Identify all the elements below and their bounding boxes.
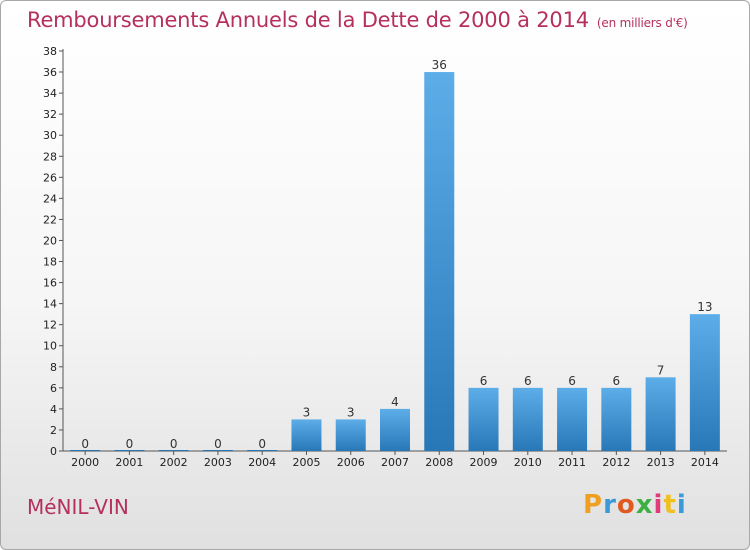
y-tick-label: 14 bbox=[43, 298, 57, 311]
y-tick-label: 24 bbox=[43, 192, 57, 205]
data-label-2010: 6 bbox=[524, 374, 532, 388]
x-tick-label: 2014 bbox=[691, 456, 719, 469]
x-tick-label: 2008 bbox=[425, 456, 453, 469]
logo-letter: P bbox=[583, 490, 604, 520]
x-tick-label: 2013 bbox=[647, 456, 675, 469]
data-label-2007: 4 bbox=[391, 395, 399, 409]
bar-2009 bbox=[468, 387, 499, 451]
data-label-2000: 0 bbox=[81, 437, 89, 451]
data-label-2013: 7 bbox=[657, 363, 665, 377]
logo-letter: i bbox=[676, 490, 687, 520]
data-label-2011: 6 bbox=[568, 374, 576, 388]
data-label-2009: 6 bbox=[480, 374, 488, 388]
x-tick-label: 2002 bbox=[160, 456, 188, 469]
x-tick-label: 2005 bbox=[292, 456, 320, 469]
data-label-2014: 13 bbox=[697, 300, 712, 314]
data-label-2005: 3 bbox=[303, 405, 311, 419]
x-tick-label: 2011 bbox=[558, 456, 586, 469]
chart-title: Remboursements Annuels de la Dette de 20… bbox=[27, 8, 688, 32]
logo-letter: r bbox=[603, 490, 617, 520]
x-tick-label: 2010 bbox=[514, 456, 542, 469]
bar-2007 bbox=[380, 408, 410, 451]
x-tick-label: 2000 bbox=[71, 456, 99, 469]
y-tick-label: 34 bbox=[43, 87, 57, 100]
y-tick-label: 12 bbox=[43, 319, 57, 332]
y-tick-label: 0 bbox=[50, 445, 57, 458]
bar-2010 bbox=[512, 387, 543, 451]
chart-title-text: Remboursements Annuels de la Dette de 20… bbox=[27, 8, 589, 32]
y-tick-label: 30 bbox=[43, 129, 57, 142]
bar-2003 bbox=[202, 450, 233, 451]
x-tick-label: 2003 bbox=[204, 456, 232, 469]
bar-2008 bbox=[424, 72, 455, 451]
logo-letter: x bbox=[635, 490, 654, 520]
chart-unit: (en milliers d'€) bbox=[596, 16, 688, 30]
y-tick-label: 32 bbox=[43, 108, 57, 121]
data-label-2001: 0 bbox=[126, 437, 134, 451]
data-label-2004: 0 bbox=[258, 437, 266, 451]
y-tick-label: 4 bbox=[50, 403, 57, 416]
x-tick-label: 2009 bbox=[470, 456, 498, 469]
y-tick-label: 20 bbox=[43, 234, 57, 247]
data-label-2012: 6 bbox=[613, 374, 621, 388]
data-label-2003: 0 bbox=[214, 437, 222, 451]
x-tick-label: 2006 bbox=[337, 456, 365, 469]
x-tick-label: 2007 bbox=[381, 456, 409, 469]
y-tick-label: 18 bbox=[43, 256, 57, 269]
y-tick-label: 8 bbox=[50, 361, 57, 374]
x-tick-label: 2004 bbox=[248, 456, 276, 469]
bar-2006 bbox=[335, 419, 366, 451]
bar-2001 bbox=[114, 450, 145, 451]
bar-2014 bbox=[689, 314, 720, 451]
y-tick-label: 26 bbox=[43, 171, 57, 184]
bar-2004 bbox=[247, 450, 278, 451]
bar-2012 bbox=[601, 387, 632, 451]
data-label-2008: 36 bbox=[432, 58, 447, 72]
logo-letter: o bbox=[616, 490, 636, 520]
logo-letter: i bbox=[653, 490, 664, 520]
y-tick-label: 16 bbox=[43, 277, 57, 290]
y-tick-label: 36 bbox=[43, 66, 57, 79]
bar-2011 bbox=[557, 387, 588, 451]
logo-letter: t bbox=[663, 490, 677, 520]
proxiti-logo: Proxiti bbox=[583, 490, 687, 520]
data-label-2002: 0 bbox=[170, 437, 178, 451]
y-tick-label: 2 bbox=[50, 424, 57, 437]
y-tick-label: 38 bbox=[43, 45, 57, 58]
bar-2013 bbox=[645, 377, 676, 451]
bar-2002 bbox=[158, 450, 189, 451]
y-tick-label: 28 bbox=[43, 150, 57, 163]
y-tick-label: 6 bbox=[50, 382, 57, 395]
commune-name: MéNIL-VIN bbox=[27, 495, 129, 519]
bar-2005 bbox=[291, 419, 322, 451]
x-tick-label: 2001 bbox=[115, 456, 143, 469]
data-label-2006: 3 bbox=[347, 405, 355, 419]
bar-2000 bbox=[70, 450, 101, 451]
y-tick-label: 10 bbox=[43, 340, 57, 353]
x-tick-label: 2012 bbox=[602, 456, 630, 469]
y-tick-label: 22 bbox=[43, 213, 57, 226]
